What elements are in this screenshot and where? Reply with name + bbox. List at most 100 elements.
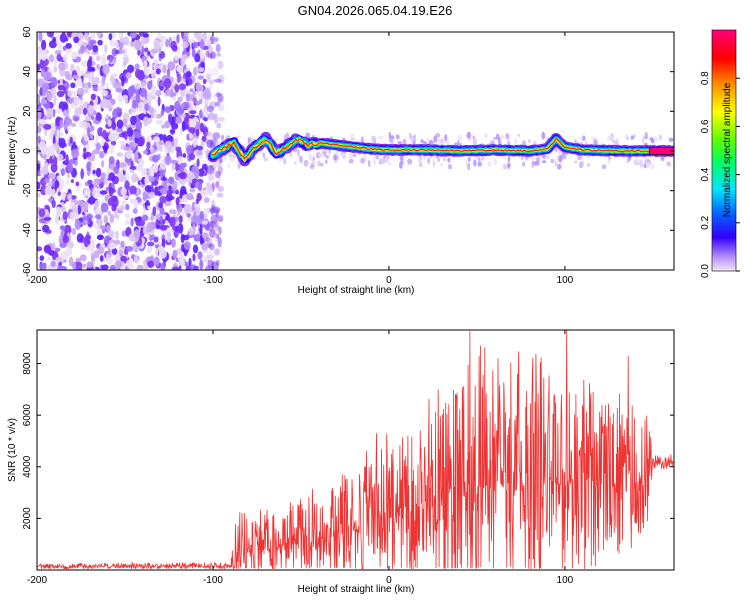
spectrogram-noise-cell [531,163,535,169]
spectrogram-noise-cell [75,257,81,263]
spectrogram-noise-cell [43,71,52,82]
spectrogram-noise-cell [82,263,87,268]
spectrogram-noise-cell [147,205,151,210]
spectrogram-noise-cell [205,181,210,187]
spectrogram-noise-cell [427,157,430,164]
spectrogram-noise-cell [160,187,168,195]
spectrogram-noise-cell [58,137,66,149]
spectrogram-noise-cell [168,176,175,184]
spectrogram-noise-cell [62,54,68,62]
spectrogram-noise-cell [159,248,167,259]
x-tick-label: 0 [386,275,392,286]
spectrogram-noise-cell [151,84,157,95]
spectrogram-noise-cell [93,178,100,188]
spectrogram-noise-cell [297,149,300,157]
spectrogram-noise-cell [136,264,143,270]
spectrogram-noise-cell [66,163,74,174]
spectrogram-noise-cell [70,82,76,89]
spectrogram-noise-cell [134,68,141,79]
spectrogram-noise-cell [388,139,394,143]
spectrogram-noise-cell [203,213,207,220]
spectrogram-noise-cell [199,210,204,220]
spectrogram-noise-cell [206,139,214,149]
spectrogram-y-label: Frequency (Hz) [7,117,18,186]
spectrogram-noise-cell [129,198,136,205]
spectrogram-noise-cell [52,108,56,118]
colorbar-ticks: 0.0 0.2 0.4 0.6 0.8 [700,71,740,278]
spectrogram-noise-cell [91,32,96,40]
spectrogram-noise-cell [186,193,194,201]
y-tick-label: 4000 [22,455,33,478]
spectrogram-noise-cell [175,248,183,255]
spectrogram-noise-cell [279,159,282,163]
spectrogram-noise-cell [372,136,377,143]
spectrogram-noise-cell [94,199,100,208]
spectrogram-noise-cell [105,113,109,120]
spectrogram-noise-cell [112,73,118,78]
spectrogram-noise-cell [141,167,148,177]
spectrogram-noise-cell [88,218,92,223]
spectrogram-noise-cell [397,141,402,145]
spectrogram-noise-cell [52,156,58,167]
spectrogram-noise-cell [109,264,117,270]
spectrogram-noise-cell [53,95,57,106]
spectrogram-noise-cell [51,188,56,198]
spectrogram-noise-cell [221,134,224,141]
spectrogram-noise-cell [183,241,191,250]
spectrogram-noise-cell [108,57,113,63]
spectrogram-noise-cell [171,45,178,52]
spectrogram-noise-cell [407,158,413,165]
spectrogram-noise-cell [147,260,155,268]
spectrogram-noise-cell [114,49,121,55]
spectrogram-noise-cell [99,255,104,262]
spectrogram-noise-cell [387,162,392,166]
spectrogram-noise-cell [658,134,663,141]
spectrogram-noise-cell [202,32,207,42]
spectrogram-noise-cell [180,103,185,109]
spectrogram-noise-cell [39,86,43,96]
spectrogram-noise-cell [59,78,63,83]
spectrogram-noise-cell [90,132,94,140]
spectrogram-noise-cell [557,163,562,170]
spectrogram-noise-cell [73,36,80,44]
spectrogram-noise-cell [42,224,50,233]
spectrogram-noise-cell [558,155,563,163]
spectrogram-noise-cell [196,145,203,151]
spectrogram-noise-cell [199,49,205,60]
spectrogram-noise-cell [155,176,160,181]
spectrogram-noise-cell [420,161,424,168]
spectrogram-noise-cell [209,229,216,239]
spectrogram-noise-cell [37,109,42,120]
spectrogram-noise-cell [95,55,101,62]
spectrogram-noise-cell [590,136,596,140]
spectrogram-noise-cell [134,39,142,51]
spectrogram-noise-cell [555,146,558,152]
spectrogram-noise-cell [437,157,440,163]
spectrogram-noise-cell [198,67,205,73]
spectrogram-noise-cell [169,209,177,214]
spectrogram-noise-cell [83,236,89,248]
spectrogram-noise-cell [195,198,200,205]
spectrogram-noise-cell [62,32,66,35]
spectrogram-noise-cell [80,244,86,251]
spectrogram-noise-cell [158,202,164,209]
spectrogram-noise-cell [164,200,172,207]
spectrogram-noise-cell [185,78,189,87]
spectrogram-noise-cell [70,179,75,184]
spectrogram-noise-cell [148,191,155,199]
spectrogram-noise-cell [40,49,48,61]
spectrogram-noise-cell [378,157,383,165]
spectrogram-noise-cell [132,99,137,109]
spectrogram-noise-cell [65,74,73,81]
spectrogram-noise-cell [125,151,133,159]
spectrogram-noise-cell [124,219,130,225]
spectrogram-noise-cell [37,193,41,198]
spectrogram-noise-cell [76,87,85,96]
spectrogram-noise-cell [70,123,77,127]
spectrogram-noise-cell [74,107,82,117]
spectrogram-noise-cell [196,158,200,167]
spectrogram-noise-cell [178,215,183,224]
spectrogram-noise-cell [169,216,176,228]
spectrogram-noise-cell [148,106,154,113]
spectrogram-noise-cell [125,203,130,211]
